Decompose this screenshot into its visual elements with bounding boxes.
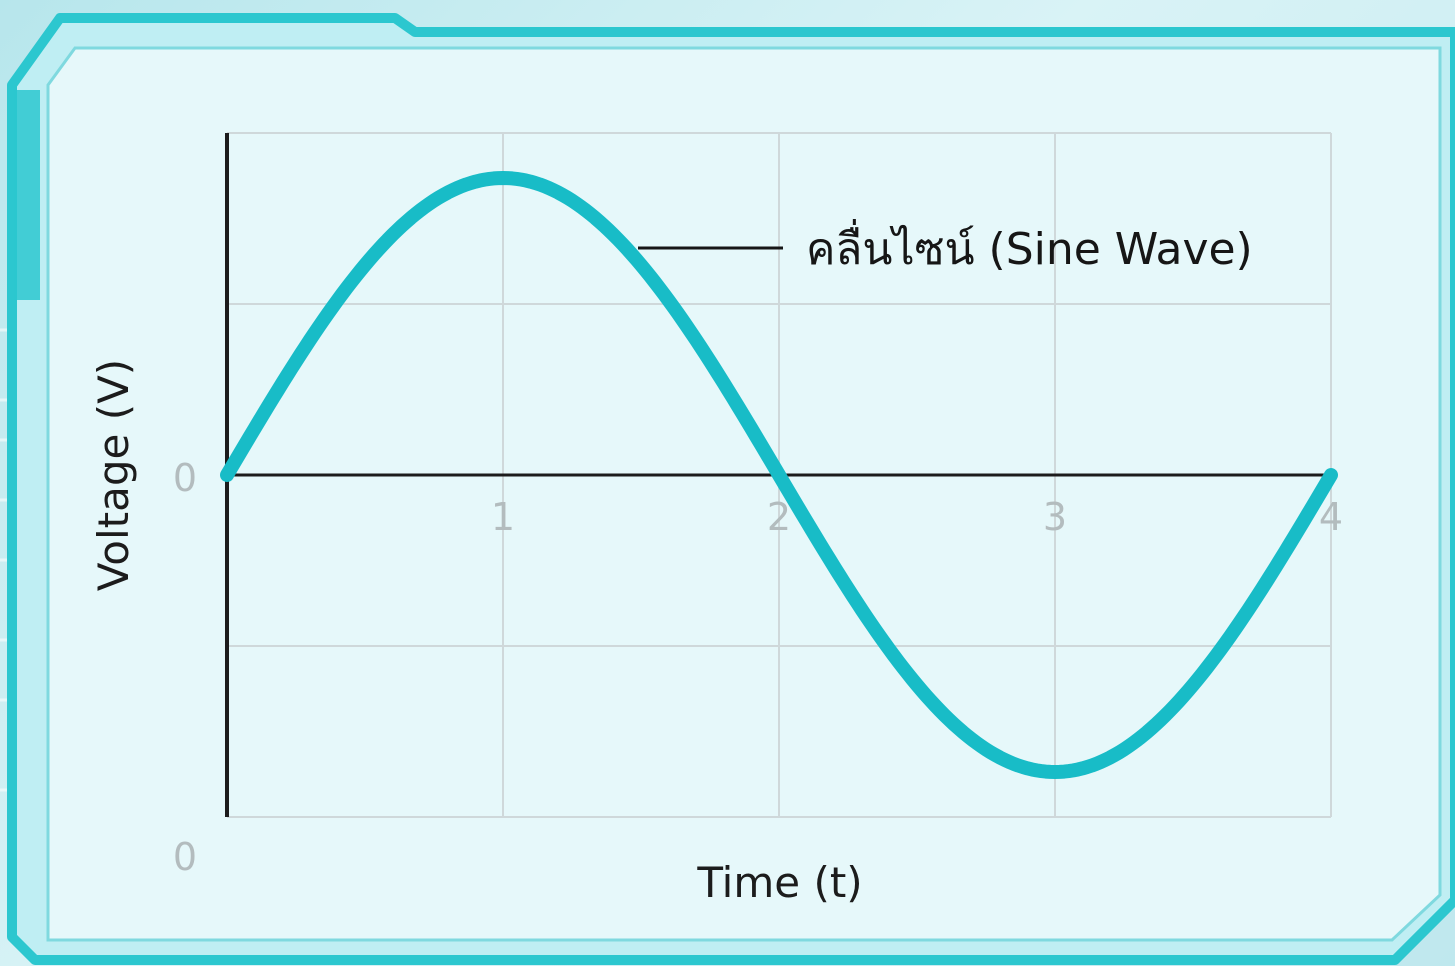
origin-label: 0	[173, 835, 197, 879]
series-annotation-label: คลื่นไซน์ (Sine Wave)	[806, 218, 1253, 275]
frame-inner-panel	[46, 46, 1442, 942]
chart-series	[220, 171, 1338, 779]
chart-labels: 1 2 3 4	[491, 495, 1343, 539]
x-tick-label-2: 2	[767, 495, 791, 539]
frame-left-accent	[14, 90, 40, 300]
y-axis-title: Voltage (V)	[89, 359, 138, 591]
series-line-sine-wave	[220, 171, 1338, 779]
x-axis-title: Time (t)	[696, 858, 862, 907]
x-tick-label-3: 3	[1043, 495, 1067, 539]
y-tick-label-0: 0	[173, 456, 197, 500]
x-tick-label-4: 4	[1319, 495, 1343, 539]
x-tick-label-1: 1	[491, 495, 515, 539]
